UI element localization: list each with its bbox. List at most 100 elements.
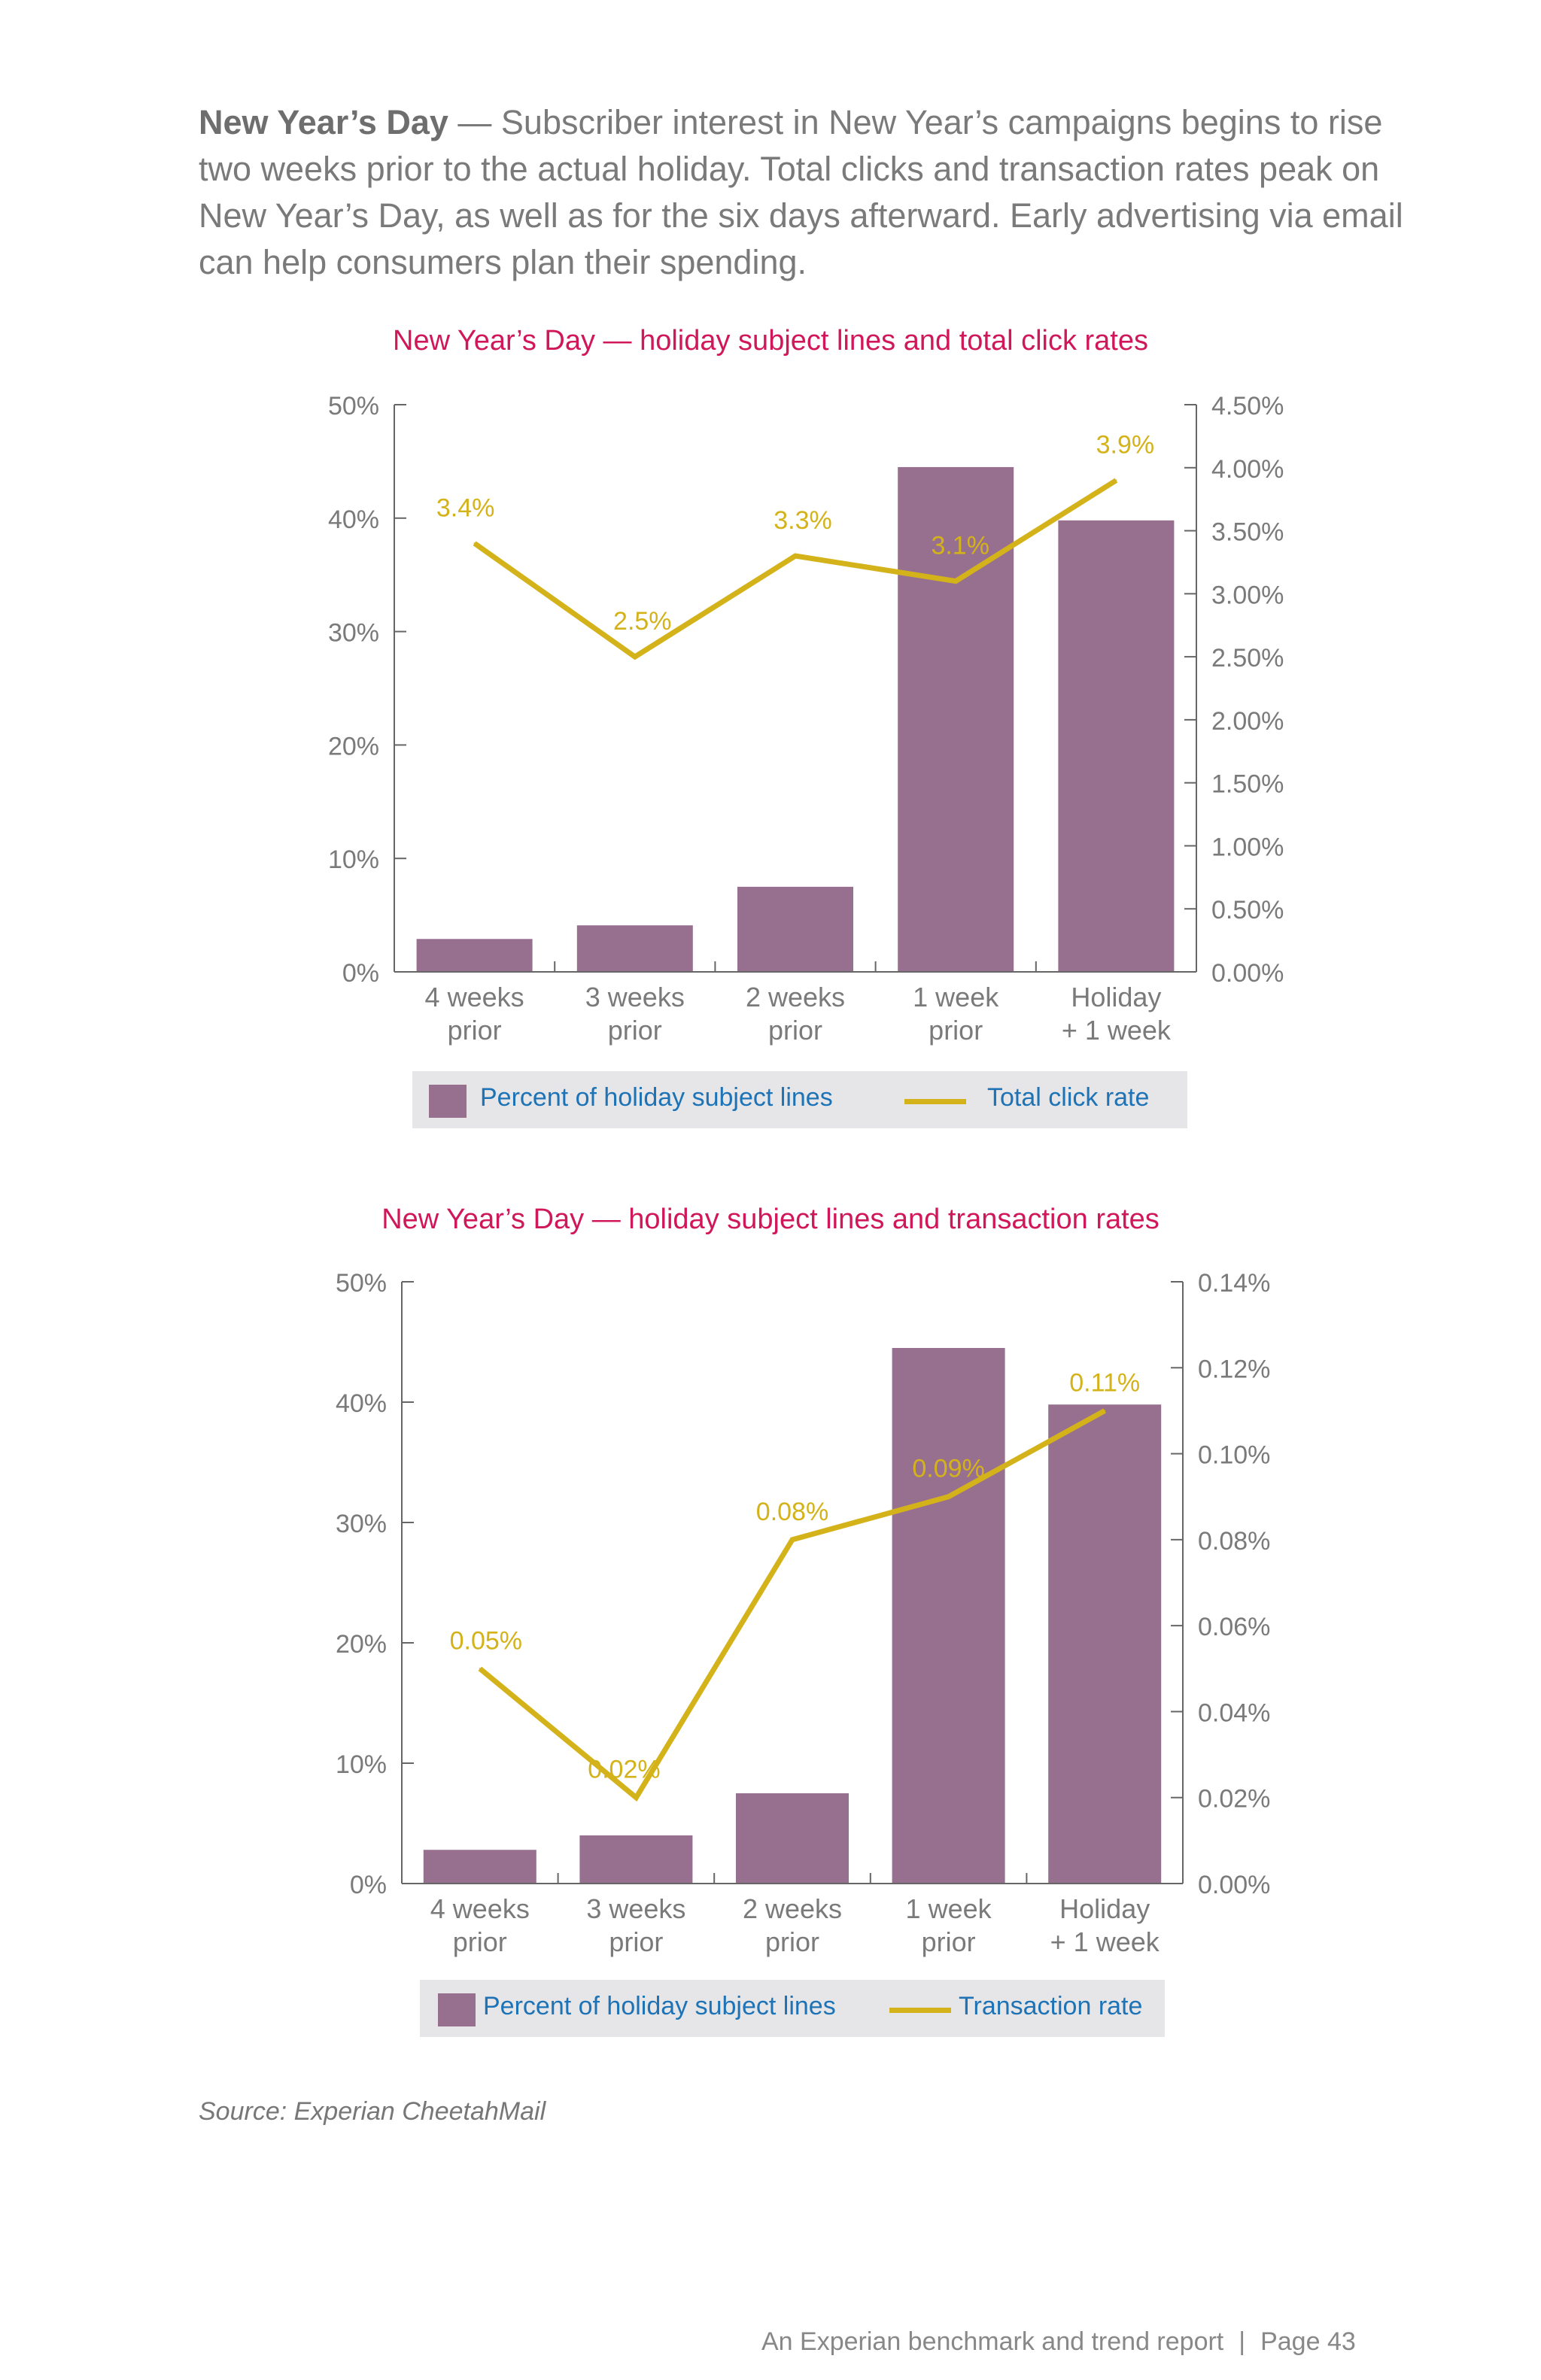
line-point-5 <box>1115 479 1117 481</box>
right-tick-label: 0.12% <box>1198 1355 1270 1383</box>
bar-1 <box>423 1850 536 1884</box>
chart-2-title: New Year’s Day — holiday subject lines a… <box>381 1204 1160 1235</box>
category-label: 3 weeks <box>585 982 685 1012</box>
left-tick-label: 30% <box>336 1510 387 1538</box>
bar-5 <box>1058 520 1175 972</box>
chart-1: 0% 10% 20% 30% 40% 50% 0.00% 0.50% 1.00% 1.50% 2.0… <box>328 392 1284 1046</box>
bar-4 <box>892 1348 1005 1884</box>
right-tick-label: 0.06% <box>1198 1613 1270 1641</box>
bar-2 <box>576 925 693 972</box>
data-label: 2.5% <box>613 607 672 636</box>
category-label: Holiday <box>1071 982 1161 1012</box>
right-tick-label: 2.50% <box>1211 644 1284 672</box>
category-label: prior <box>929 1015 983 1046</box>
right-tick-label: 0.10% <box>1198 1441 1270 1470</box>
data-label: 3.4% <box>436 493 495 522</box>
line-point-1 <box>473 542 476 545</box>
right-tick-label: 0.14% <box>1198 1269 1270 1298</box>
category-label: 4 weeks <box>425 982 524 1012</box>
category-label: prior <box>765 1926 819 1957</box>
category-label: 2 weeks <box>743 1893 842 1924</box>
left-tick-label: 40% <box>336 1389 387 1418</box>
right-tick-label: 3.50% <box>1211 518 1284 547</box>
bar-2 <box>579 1835 693 1884</box>
source-note: Source: Experian CheetahMail <box>199 2097 546 2126</box>
footer-separator: | <box>1239 2327 1246 2356</box>
right-tick-label: 4.50% <box>1211 392 1284 420</box>
legend-line-label: Total click rate <box>987 1083 1150 1112</box>
legend-line-swatch <box>904 1099 966 1104</box>
data-label: 0.09% <box>912 1455 984 1483</box>
intro-lead: New Year’s Day <box>199 103 448 141</box>
left-tick-label: 10% <box>328 845 379 874</box>
left-tick-label: 30% <box>328 619 379 648</box>
intro-text: — Subscriber interest in New Year’s camp… <box>199 103 1403 281</box>
footer-report: An Experian benchmark and trend report <box>761 2327 1224 2356</box>
category-label: 3 weeks <box>586 1893 685 1924</box>
legend-line-label: Transaction rate <box>959 1992 1143 2020</box>
left-tick-label: 50% <box>328 392 379 420</box>
line-point-3 <box>792 1538 793 1541</box>
right-tick-label: 1.00% <box>1211 833 1284 861</box>
left-tick-label: 10% <box>336 1750 387 1779</box>
category-label: 1 week <box>906 1893 992 1924</box>
footer-page: Page 43 <box>1260 2327 1356 2356</box>
line-point-2 <box>634 656 636 658</box>
data-label: 3.1% <box>931 532 989 560</box>
chart-2: 0% 10% 20% 30% 40% 50% 0.00% 0.02% 0.04% 0.06% 0.0… <box>336 1269 1270 1957</box>
right-tick-label: 0.02% <box>1198 1785 1270 1814</box>
category-label: 2 weeks <box>746 982 845 1012</box>
category-label: 1 week <box>913 982 999 1012</box>
category-label: + 1 week <box>1050 1926 1160 1957</box>
category-label: + 1 week <box>1062 1015 1172 1046</box>
category-label: prior <box>922 1926 976 1957</box>
line-point-5 <box>1104 1410 1106 1412</box>
legend-bar-swatch <box>429 1085 467 1118</box>
right-tick-label: 4.00% <box>1211 455 1284 484</box>
line-point-1 <box>479 1668 481 1670</box>
right-tick-label: 3.00% <box>1211 581 1284 609</box>
line-point-3 <box>795 555 796 557</box>
right-tick-label: 0.00% <box>1211 959 1284 988</box>
legend-bar-swatch <box>438 1993 476 2026</box>
bar-1 <box>416 939 533 972</box>
chart-1-title: New Year’s Day — holiday subject lines a… <box>393 325 1148 357</box>
legend-line-swatch <box>889 2008 951 2013</box>
category-label: prior <box>448 1015 502 1046</box>
right-tick-label: 0.50% <box>1211 896 1284 924</box>
line-point-4 <box>947 1495 950 1498</box>
category-label: prior <box>608 1015 662 1046</box>
data-label: 0.02% <box>588 1756 660 1784</box>
left-tick-label: 40% <box>328 505 379 534</box>
data-label: 0.08% <box>756 1498 828 1526</box>
data-label: 3.3% <box>774 506 832 535</box>
line-point-2 <box>635 1796 637 1799</box>
right-tick-label: 1.50% <box>1211 770 1284 799</box>
legend-bar-label: Percent of holiday subject lines <box>483 1992 836 2020</box>
right-tick-label: 0.04% <box>1198 1698 1270 1727</box>
data-label: 0.05% <box>450 1626 522 1655</box>
bar-3 <box>736 1793 849 1884</box>
intro-paragraph: New Year’s Day — Subscriber interest in … <box>199 99 1433 286</box>
left-tick-label: 20% <box>328 732 379 760</box>
bar-5 <box>1048 1404 1162 1884</box>
category-label: 4 weeks <box>430 1893 530 1924</box>
line-point-4 <box>955 580 957 582</box>
legend-bar-label: Percent of holiday subject lines <box>480 1083 833 1112</box>
left-tick-label: 0% <box>350 1871 387 1899</box>
bar-3 <box>737 886 853 972</box>
chart-2-legend: Percent of holiday subject lines Transac… <box>420 1980 1165 2037</box>
category-label: prior <box>453 1926 507 1957</box>
line-series-total <box>478 1408 1106 1802</box>
chart-1-legend: Percent of holiday subject lines Total c… <box>412 1071 1187 1128</box>
right-tick-label: 0.00% <box>1198 1871 1270 1899</box>
left-tick-label: 20% <box>336 1630 387 1659</box>
data-label: 3.9% <box>1096 431 1155 460</box>
left-tick-label: 0% <box>342 959 379 988</box>
bar-4 <box>898 466 1014 972</box>
right-tick-label: 0.08% <box>1198 1527 1270 1556</box>
category-label: Holiday <box>1059 1893 1150 1924</box>
left-tick-label: 50% <box>336 1269 387 1298</box>
category-label: prior <box>768 1015 822 1046</box>
data-label: 0.11% <box>1069 1368 1140 1397</box>
